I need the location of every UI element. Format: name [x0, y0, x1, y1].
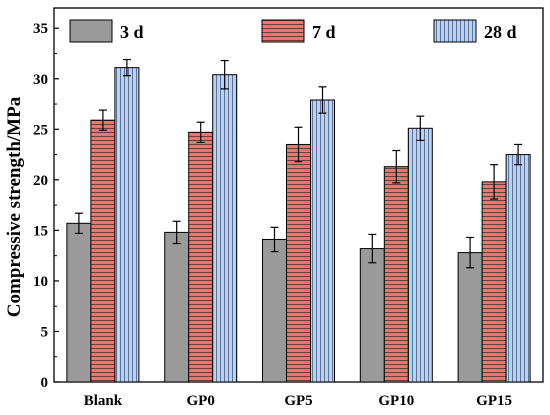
legend-swatch-7d	[261, 19, 305, 43]
y-tick-label: 30	[33, 72, 48, 88]
bar-7d-blank	[90, 119, 116, 383]
y-tick-label: 5	[41, 324, 49, 340]
bar-28d-gp15	[505, 154, 531, 383]
bar-3d-gp15	[457, 252, 483, 383]
y-tick-label: 0	[41, 375, 49, 391]
bar-28d-gp5	[310, 99, 335, 383]
bar-7d-gp0	[188, 131, 214, 383]
bar-3d-gp10	[359, 248, 385, 383]
legend-swatch-28d	[433, 19, 477, 43]
y-axis-title: Compressive strength/MPa	[4, 96, 25, 317]
y-tick-label: 20	[33, 173, 48, 189]
x-tick-label: GP0	[187, 393, 215, 409]
legend-label-3d: 3 d	[120, 22, 144, 42]
legend-swatch-3d	[69, 19, 113, 43]
bar-28d-blank	[114, 67, 140, 383]
x-tick-label: GP10	[378, 393, 414, 409]
x-tick-label: Blank	[84, 393, 123, 409]
bar-3d-blank	[66, 222, 92, 383]
plot-area: 0 5 10 15 20 25 30 35 Blank GP0 GP5 GP10 GP15 3 d 7 d 2…	[33, 7, 544, 409]
y-tick-label: 35	[33, 21, 48, 37]
bar-28d-gp0	[212, 74, 238, 383]
legend-label-7d: 7 d	[312, 22, 336, 42]
bar-28d-gp10	[407, 127, 433, 383]
y-tick-label: 15	[33, 223, 48, 239]
legend-label-28d: 28 d	[484, 22, 517, 42]
y-tick-label: 25	[33, 122, 48, 138]
bar-7d-gp10	[383, 166, 409, 383]
y-axis-title-group: Compressive strength/MPa	[4, 96, 25, 317]
bar-3d-gp0	[164, 231, 190, 383]
bar-7d-gp15	[481, 181, 507, 383]
bar-7d-gp5	[286, 143, 311, 383]
x-tick-label: GP5	[284, 393, 312, 409]
bar-3d-gp5	[262, 238, 287, 383]
x-tick-label: GP15	[476, 393, 512, 409]
y-tick-label: 10	[33, 274, 48, 290]
